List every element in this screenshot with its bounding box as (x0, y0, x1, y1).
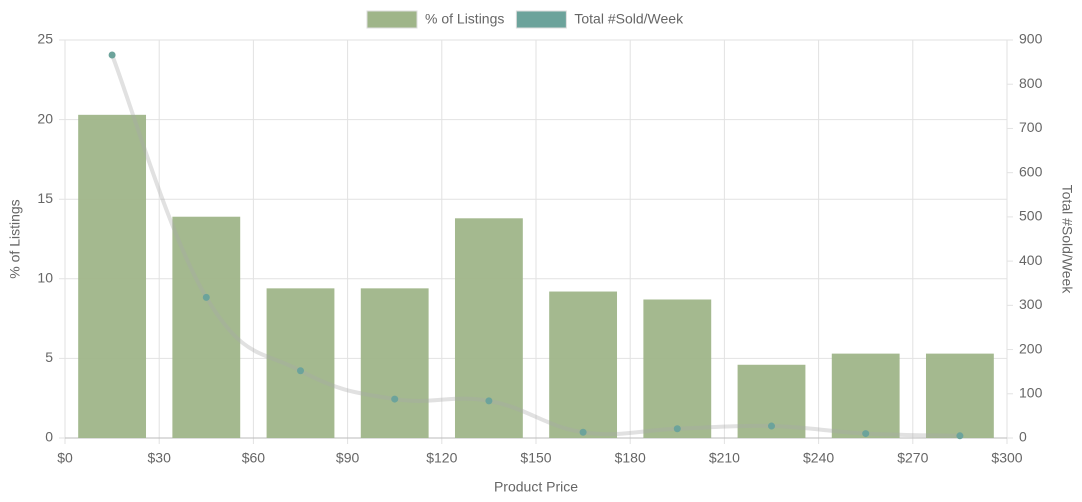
y-tick-label: 5 (45, 349, 53, 365)
y2-tick-label: 600 (1019, 163, 1043, 179)
bar (643, 299, 712, 438)
legend-swatch (515, 10, 567, 29)
point (862, 430, 870, 438)
y2-tick-label: 300 (1019, 296, 1043, 312)
y-tick-label: 25 (37, 31, 53, 47)
x-tick-label: $300 (991, 450, 1022, 466)
point (108, 51, 116, 59)
y-tick-label: 15 (37, 190, 53, 206)
bar (266, 288, 335, 438)
bar (925, 353, 994, 438)
y2-tick-label: 500 (1019, 208, 1043, 224)
x-tick-label: $270 (897, 450, 928, 466)
y-axis-title: % of Listings (7, 199, 23, 278)
bar (454, 218, 523, 438)
legend-label: % of Listings (425, 11, 504, 27)
legend-swatch (366, 10, 418, 29)
bar (549, 291, 618, 438)
bar (831, 353, 900, 438)
y-tick-label: 10 (37, 270, 53, 286)
y-tick-label: 0 (45, 429, 53, 445)
x-tick-label: $30 (148, 450, 172, 466)
y2-tick-label: 200 (1019, 340, 1043, 356)
x-axis-title: Product Price (494, 479, 578, 495)
y2-tick-label: 100 (1019, 384, 1043, 400)
x-tick-label: $90 (336, 450, 360, 466)
point (297, 367, 304, 375)
y2-axis-title: Total #Sold/Week (1059, 185, 1075, 295)
legend-label: Total #Sold/Week (574, 11, 684, 27)
x-tick-label: $60 (242, 450, 266, 466)
point (673, 425, 681, 433)
point (391, 395, 399, 403)
y2-tick-label: 400 (1019, 252, 1043, 268)
bar (78, 114, 147, 438)
point (485, 397, 493, 405)
y-tick-label: 20 (37, 110, 53, 126)
x-tick-label: $180 (615, 450, 646, 466)
point (202, 293, 210, 301)
y2-tick-label: 0 (1019, 429, 1027, 445)
point (956, 432, 964, 440)
x-tick-label: $210 (709, 450, 740, 466)
point (768, 422, 775, 430)
bar (360, 288, 429, 438)
x-tick-label: $0 (57, 450, 73, 466)
point (579, 428, 587, 436)
x-tick-label: $120 (426, 450, 457, 466)
y2-tick-label: 700 (1019, 119, 1043, 135)
x-tick-label: $150 (520, 450, 551, 466)
x-tick-label: $240 (803, 450, 834, 466)
y2-tick-label: 900 (1019, 31, 1043, 47)
y2-tick-label: 800 (1019, 75, 1043, 91)
bar (172, 216, 241, 438)
